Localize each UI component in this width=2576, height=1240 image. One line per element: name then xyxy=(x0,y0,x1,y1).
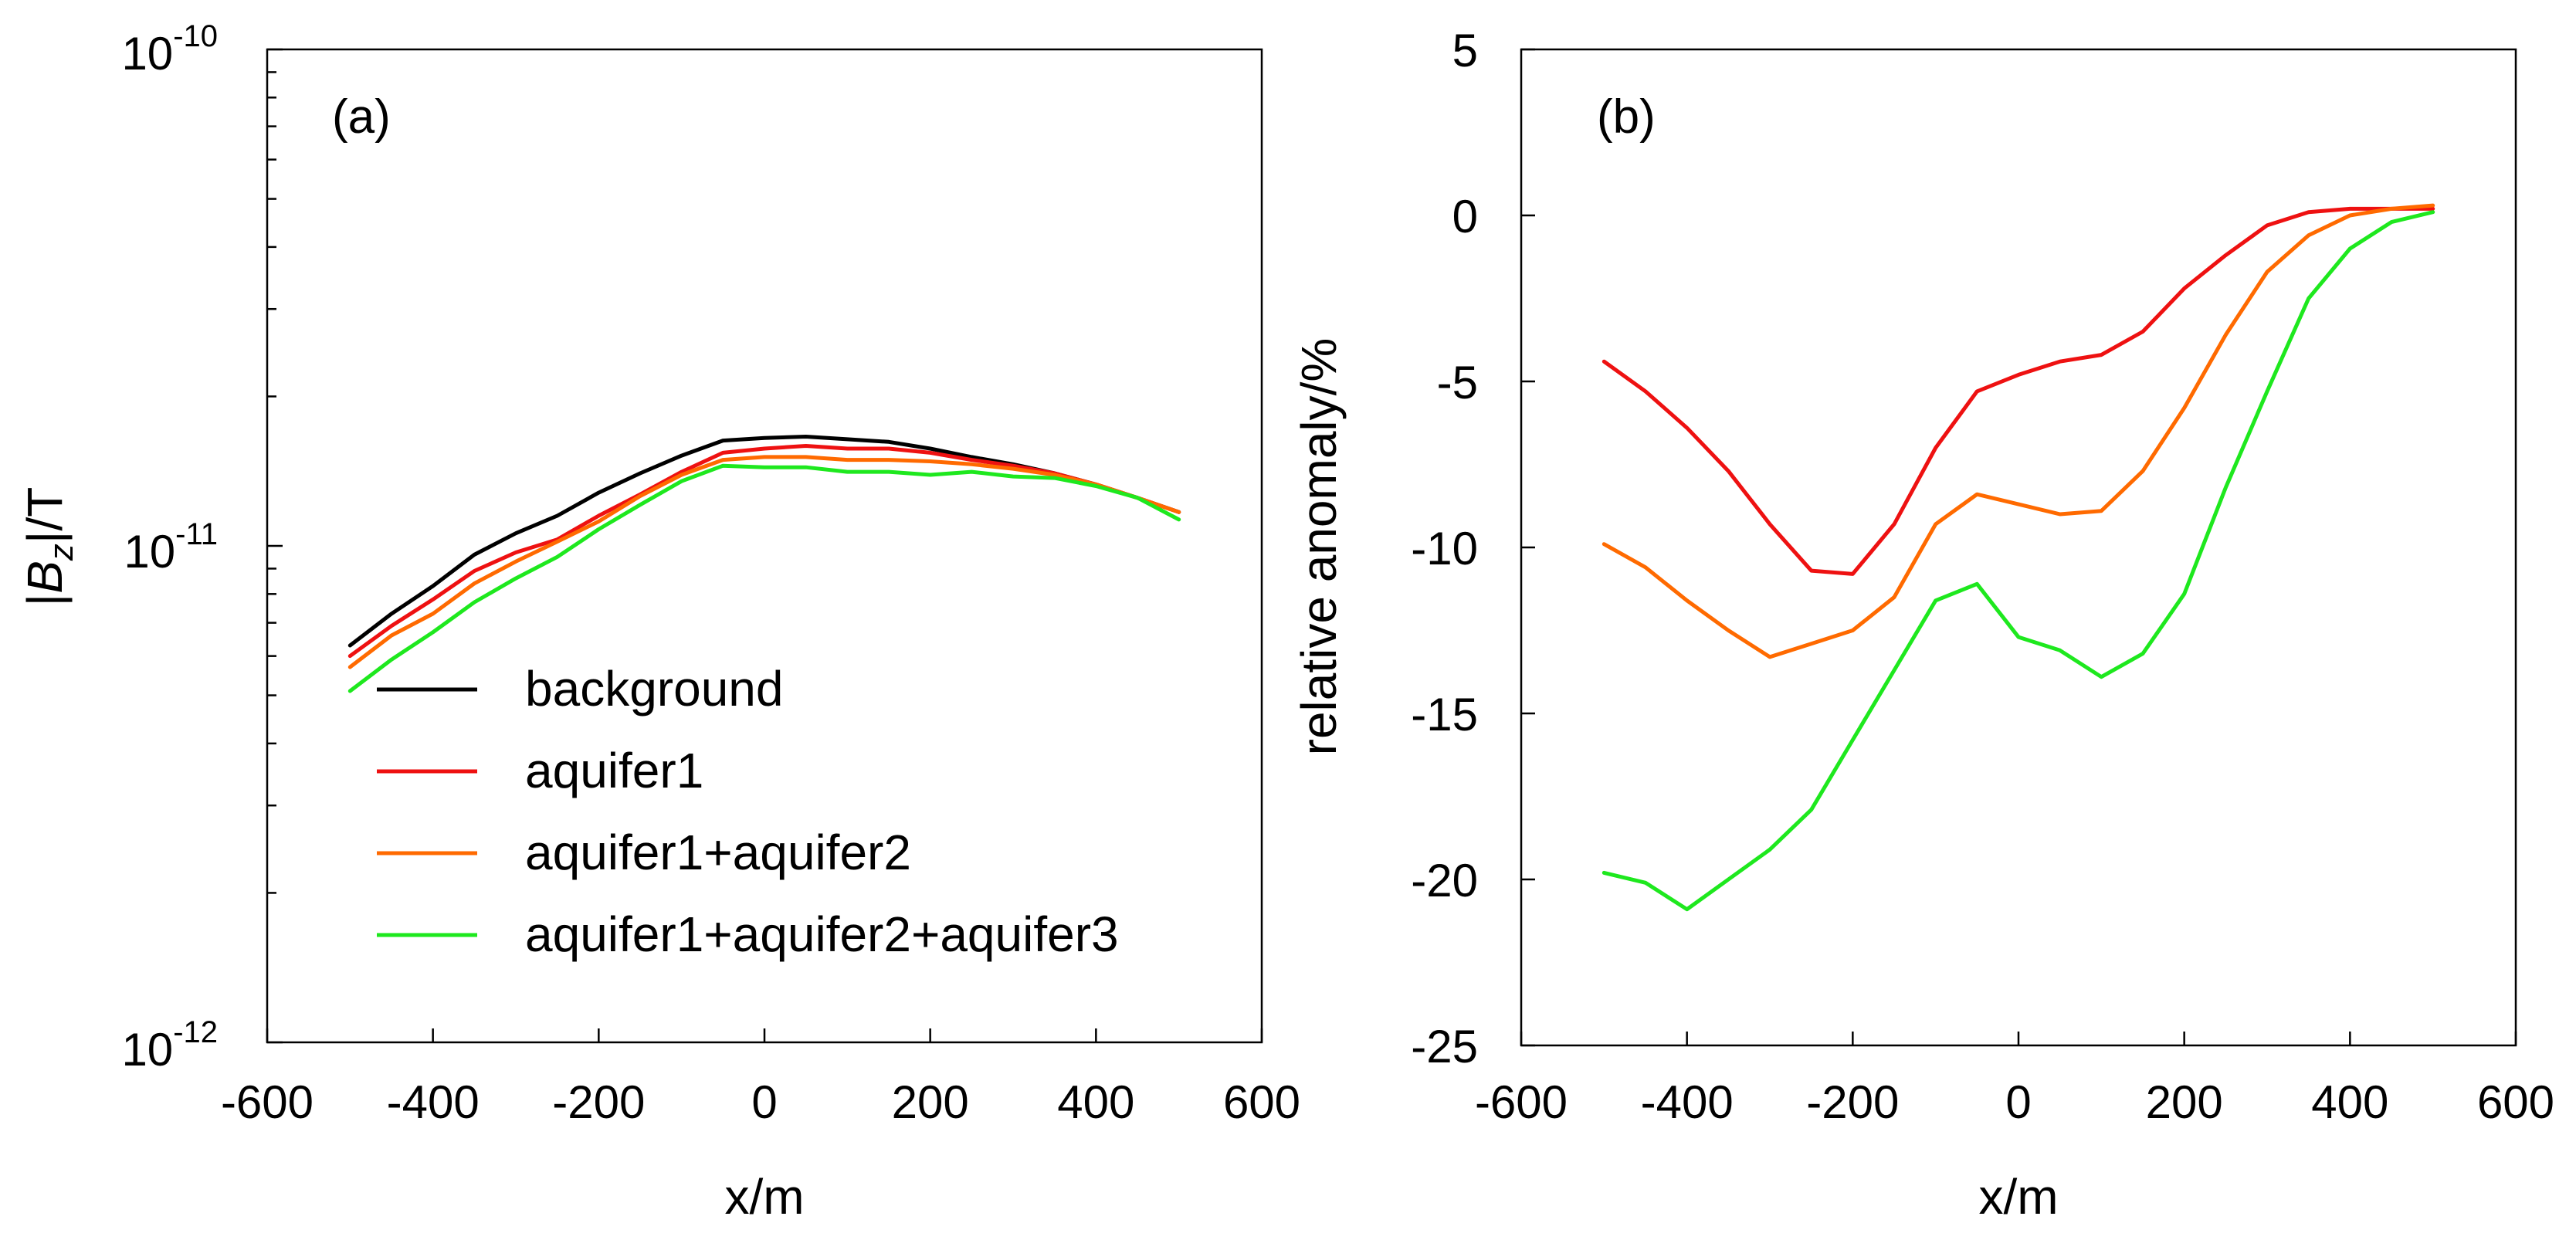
panel-b-ytick-label: 5 xyxy=(1452,25,1478,76)
panel-a: -600 -400 -200 0 200 400 600 (a) 10-10 10-11 1… xyxy=(17,19,1300,1225)
panel-a-line-aquifer1 xyxy=(347,444,1181,659)
panel-b-line-aquifer1-aquifer2-aquifer3 xyxy=(1602,210,2435,912)
panel-b-label: (b) xyxy=(1597,90,1656,144)
panel-b-xtick-label: -200 xyxy=(1806,1076,1899,1128)
legend-label-aquifer1-aquifer2-aquifer3: aquifer1+aquifer2+aquifer3 xyxy=(525,906,1119,962)
panel-b-ytick-label: -10 xyxy=(1411,523,1478,574)
panel-b-xtick-label: 0 xyxy=(2005,1076,2031,1128)
panel-b-ytick-label: -20 xyxy=(1411,855,1478,906)
panel-a-ytick-label-1e-11: 10-11 xyxy=(124,517,218,578)
panel-b-xtick-label: -600 xyxy=(1475,1076,1568,1128)
panel-a-label: (a) xyxy=(332,90,391,144)
panel-b-ytick-label: 0 xyxy=(1452,191,1478,242)
panel-b-xtick-label: -400 xyxy=(1641,1076,1734,1128)
panel-b-series xyxy=(1602,203,2435,912)
panel-b-y-ticks: 5 0 -5 -10 -15 -20 -25 xyxy=(1411,25,1535,1072)
panel-b-line-aquifer1 xyxy=(1602,206,2435,576)
panel-b-ytick-label: -25 xyxy=(1411,1021,1478,1072)
panel-a-ytick-label-1e-12: 10-12 xyxy=(121,1015,218,1076)
panel-b-ytick-label: -5 xyxy=(1437,357,1478,408)
panel-b-xlabel: x/m xyxy=(1978,1169,2058,1225)
panel-b: 50-5-10-15-20-25 -600 -400 -200 0 200 400 600 … xyxy=(1291,25,2554,1225)
panel-b-x-ticks: -600 -400 -200 0 200 400 600 xyxy=(1475,1032,2554,1128)
panel-b-xtick-label: 200 xyxy=(2146,1076,2223,1128)
panel-a-series xyxy=(347,435,1181,693)
panel-a-xtick-label: 200 xyxy=(892,1076,969,1128)
panel-a-ylabel: |Bz|/T xyxy=(17,487,80,607)
panel-a-xtick-label: 0 xyxy=(751,1076,777,1128)
panel-b-xtick-label: 400 xyxy=(2311,1076,2388,1128)
panel-a-xtick-label: -600 xyxy=(221,1076,314,1128)
panel-a-xtick-label: 600 xyxy=(1223,1076,1300,1128)
legend-label-aquifer1: aquifer1 xyxy=(525,743,703,798)
panel-a-x-ticks: -600 -400 -200 0 200 400 600 xyxy=(221,1028,1300,1128)
panel-b-ytick-label: -15 xyxy=(1411,689,1478,740)
panel-a-ytick-label-1e-10: 10-10 xyxy=(121,19,218,80)
panel-a-line-aquifer1-aquifer2-aquifer3 xyxy=(347,463,1181,693)
legend-label-aquifer1-aquifer2: aquifer1+aquifer2 xyxy=(525,825,911,880)
panel-a-xtick-label: -200 xyxy=(552,1076,645,1128)
panel-a-line-aquifer1-aquifer2 xyxy=(347,455,1181,669)
panel-a-xlabel: x/m xyxy=(724,1169,804,1225)
legend-label-background: background xyxy=(525,661,783,717)
legend: background aquifer1 aquifer1+aquifer2 aq… xyxy=(377,661,1119,962)
panel-b-xtick-label: 600 xyxy=(2477,1076,2554,1128)
panel-a-xtick-label: 400 xyxy=(1057,1076,1134,1128)
panel-a-xtick-label: -400 xyxy=(387,1076,480,1128)
panel-b-line-aquifer1-aquifer2 xyxy=(1602,203,2435,659)
panel-a-y-minor-ticks xyxy=(267,48,283,1044)
panel-b-ylabel: relative anomaly/% xyxy=(1291,338,1347,756)
